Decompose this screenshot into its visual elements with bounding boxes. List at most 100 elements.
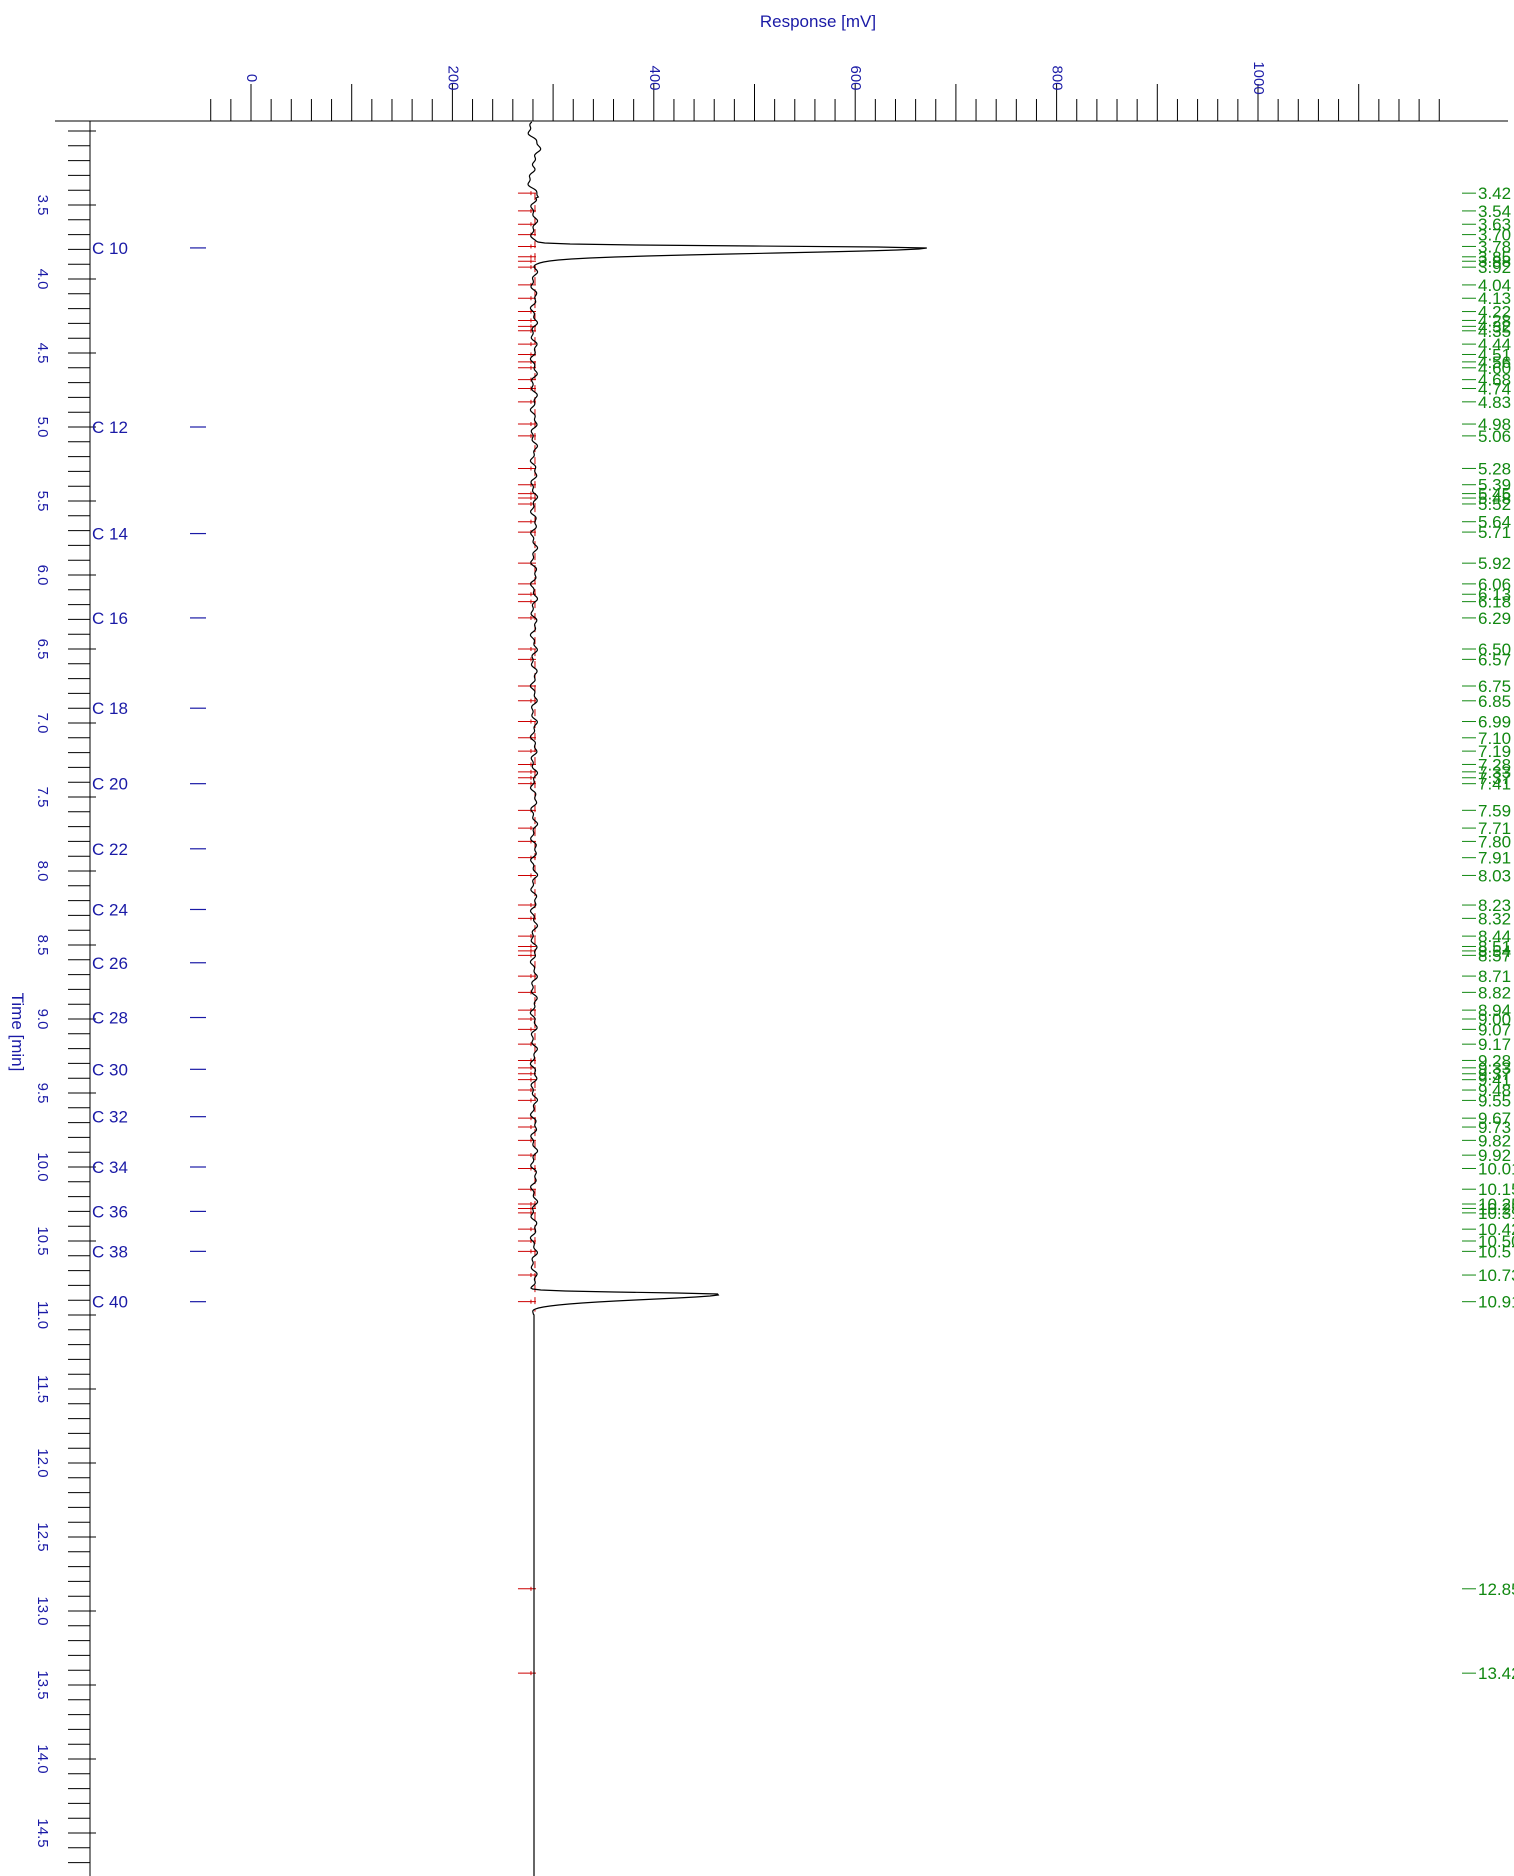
carbon-marker-label: C 12 (92, 418, 128, 437)
retention-time-label: 6.29 (1478, 609, 1511, 628)
y-tick-label: 11.5 (34, 1375, 51, 1403)
retention-time-label: 8.57 (1478, 946, 1511, 965)
y-tick-label: 7.0 (34, 713, 51, 734)
retention-time-label: 5.64 (1478, 513, 1511, 532)
retention-time-label: 4.83 (1478, 393, 1511, 412)
retention-time-label: 7.19 (1478, 742, 1511, 761)
y-tick-label: 3.5 (34, 195, 51, 216)
retention-time-label: 5.39 (1478, 476, 1511, 495)
y-tick-label: 11.0 (34, 1301, 51, 1329)
y-tick-label: 12.0 (34, 1448, 51, 1477)
y-tick-label: 7.5 (34, 787, 51, 808)
retention-time-label: 4.22 (1478, 303, 1511, 322)
y-tick-label: 5.0 (34, 417, 51, 438)
y-tick-label: 10.5 (34, 1226, 51, 1255)
y-tick-label: 6.5 (34, 639, 51, 660)
retention-time-label: 12.85 (1478, 1580, 1514, 1599)
retention-time-label: 5.06 (1478, 427, 1511, 446)
retention-time-label: 3.92 (1478, 258, 1511, 277)
retention-time-label: 5.92 (1478, 554, 1511, 573)
retention-time-label: 10.01 (1478, 1159, 1514, 1178)
retention-time-label: 9.48 (1478, 1081, 1511, 1100)
retention-time-label: 9.73 (1478, 1118, 1511, 1137)
retention-time-label: 13.42 (1478, 1664, 1514, 1683)
retention-time-label: 7.59 (1478, 801, 1511, 820)
y-tick-label: 5.5 (34, 491, 51, 512)
carbon-marker-label: C 28 (92, 1009, 128, 1028)
retention-time-label: 9.55 (1478, 1091, 1511, 1110)
retention-time-label: 4.74 (1478, 380, 1511, 399)
retention-time-label: 7.41 (1478, 775, 1511, 794)
y-tick-label: 6.0 (34, 565, 51, 586)
y-tick-label: 4.5 (34, 343, 51, 364)
y-axis-title: Time [min] (8, 993, 27, 1072)
y-tick-label: 13.0 (34, 1596, 51, 1625)
carbon-marker-label: C 18 (92, 699, 128, 718)
retention-time-label: 7.80 (1478, 832, 1511, 851)
retention-time-label: 6.13 (1478, 585, 1511, 604)
retention-time-label: 9.37 (1478, 1065, 1511, 1084)
x-tick-label: 1000 (1250, 61, 1267, 94)
retention-time-label: 8.94 (1478, 1001, 1511, 1020)
retention-time-label: 3.78 (1478, 237, 1511, 256)
carbon-marker-label: C 26 (92, 954, 128, 973)
x-tick-label: 400 (646, 65, 663, 90)
x-tick-label: 600 (847, 65, 864, 90)
retention-time-label: 10.42 (1478, 1220, 1514, 1239)
retention-time-label: 3.63 (1478, 215, 1511, 234)
retention-time-label: 4.98 (1478, 415, 1511, 434)
retention-time-label: 4.28 (1478, 311, 1511, 330)
retention-time-label: 9.17 (1478, 1035, 1511, 1054)
y-tick-label: 14.0 (34, 1744, 51, 1773)
retention-time-label: 8.71 (1478, 967, 1511, 986)
carbon-marker-label: C 30 (92, 1060, 128, 1079)
carbon-marker-label: C 16 (92, 609, 128, 628)
retention-time-label: 10.25 (1478, 1195, 1514, 1214)
retention-time-label: 10.57 (1478, 1242, 1514, 1261)
retention-time-label: 5.45 (1478, 485, 1511, 504)
retention-time-label: 10.28 (1478, 1199, 1514, 1218)
x-tick-label: 0 (243, 74, 260, 82)
retention-time-label: 9.82 (1478, 1131, 1511, 1150)
retention-time-label: 7.71 (1478, 819, 1511, 838)
carbon-marker-label: C 22 (92, 840, 128, 859)
retention-time-label: 7.28 (1478, 755, 1511, 774)
retention-time-label: 7.91 (1478, 849, 1511, 868)
retention-time-label: 3.88 (1478, 252, 1511, 271)
retention-time-label: 9.07 (1478, 1020, 1511, 1039)
carbon-markers: C 10 C 12 C 14 C 16 C 18 C 20 C 22 C 24 C 26 C 28… (92, 239, 206, 1312)
retention-time-label: 4.04 (1478, 276, 1511, 295)
carbon-marker-label: C 10 (92, 239, 128, 258)
retention-time-label: 5.71 (1478, 523, 1511, 542)
retention-time-label: 10.15 (1478, 1180, 1514, 1199)
y-tick-label: 13.5 (34, 1670, 51, 1699)
retention-time-label: 8.82 (1478, 983, 1511, 1002)
carbon-marker-label: C 20 (92, 775, 128, 794)
retention-time-label: 8.51 (1478, 937, 1511, 956)
x-tick-label: 800 (1049, 65, 1066, 90)
carbon-marker-label: C 40 (92, 1293, 128, 1312)
retention-time-label: 9.41 (1478, 1071, 1511, 1090)
carbon-marker-label: C 38 (92, 1242, 128, 1261)
carbon-marker-label: C 32 (92, 1108, 128, 1127)
retention-time-label: 8.54 (1478, 942, 1511, 961)
retention-time-label: 6.06 (1478, 575, 1511, 594)
retention-time-label: 8.23 (1478, 896, 1511, 915)
y-tick-label: 4.0 (34, 269, 51, 290)
x-tick-label: 200 (444, 65, 461, 90)
retention-time-label: 5.52 (1478, 495, 1511, 514)
retention-time-label: 7.33 (1478, 763, 1511, 782)
retention-time-label: 4.32 (1478, 317, 1511, 336)
retention-time-label: 4.51 (1478, 345, 1511, 364)
retention-time-label: 9.67 (1478, 1109, 1511, 1128)
carbon-marker-label: C 36 (92, 1202, 128, 1221)
retention-time-label: 5.48 (1478, 489, 1511, 508)
retention-time-label: 6.75 (1478, 677, 1511, 696)
y-tick-label: 12.5 (34, 1522, 51, 1551)
carbon-marker-label: C 14 (92, 525, 128, 544)
retention-time-label: 3.70 (1478, 226, 1511, 245)
retention-time-label: 3.85 (1478, 248, 1511, 267)
retention-time-label: 9.00 (1478, 1010, 1511, 1029)
retention-time-label: 4.44 (1478, 335, 1511, 354)
